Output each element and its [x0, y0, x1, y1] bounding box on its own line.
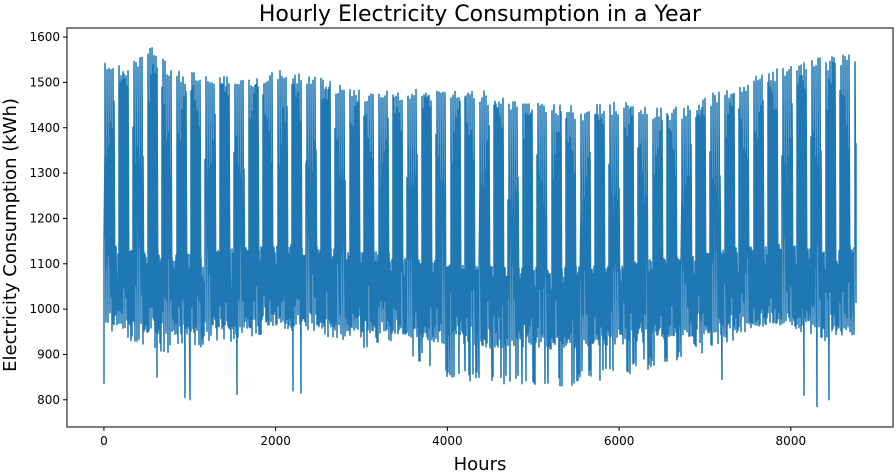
- x-tick-label: 0: [100, 434, 108, 448]
- y-axis-ticks: 800 900 1000 1100 1200 1300 1400 1500 1600: [29, 30, 67, 407]
- series-line: [103, 46, 857, 408]
- y-tick-label: 1300: [29, 166, 60, 180]
- x-tick-label: 8000: [776, 434, 807, 448]
- x-tick-label: 6000: [604, 434, 635, 448]
- x-tick-label: 4000: [432, 434, 463, 448]
- y-tick-label: 800: [37, 393, 60, 407]
- x-axis-title: Hours: [454, 454, 507, 473]
- y-tick-label: 1200: [29, 211, 60, 225]
- y-tick-label: 1600: [29, 30, 60, 44]
- plot-frame: [66, 27, 894, 428]
- y-tick-label: 1000: [29, 302, 60, 316]
- x-tick-label: 2000: [260, 434, 291, 448]
- chart-title: Hourly Electricity Consumption in a Year: [259, 2, 702, 27]
- y-tick-label: 1500: [29, 75, 60, 89]
- y-tick-label: 900: [37, 347, 60, 361]
- y-tick-label: 1400: [29, 121, 60, 135]
- y-tick-label: 1100: [29, 257, 60, 271]
- x-axis-ticks: 0 2000 4000 6000 8000: [100, 427, 806, 448]
- y-axis-title: Electricity Consumption (kWh): [0, 98, 21, 372]
- series-group: [103, 46, 857, 408]
